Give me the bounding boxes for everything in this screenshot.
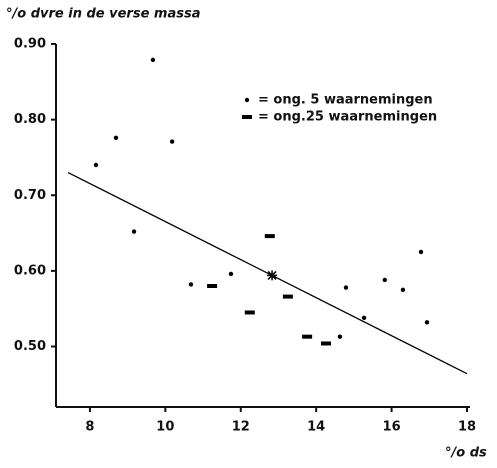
point — [188, 282, 194, 287]
point — [150, 57, 156, 63]
point — [418, 249, 424, 255]
point — [93, 162, 99, 168]
point — [424, 320, 430, 325]
point — [343, 285, 349, 290]
x-tick-label: 18 — [458, 420, 476, 435]
point — [337, 334, 343, 339]
point — [382, 277, 387, 283]
point — [228, 271, 234, 277]
x-tick-label: 12 — [232, 420, 250, 435]
legend-label: = ong. 5 waarnemingen — [258, 93, 433, 108]
x-axis-label: °/o ds — [445, 446, 487, 461]
y-tick-label: 0.60 — [14, 263, 46, 278]
y-tick-label: 0.90 — [14, 37, 46, 52]
x-tick-label: 16 — [383, 420, 401, 435]
point — [169, 139, 175, 144]
point — [400, 287, 406, 292]
y-tick-label: 0.50 — [14, 339, 46, 354]
x-tick-label: 14 — [307, 420, 325, 435]
y-tick-label: 0.80 — [14, 112, 46, 127]
x-tick-label: 8 — [85, 420, 94, 435]
y-axis-label: °/o dvre in de verse massa — [6, 7, 200, 22]
legend-label: = ong.25 waarnemingen — [258, 110, 437, 125]
legend-marker — [242, 115, 252, 119]
y-tick-label: 0.70 — [14, 188, 46, 203]
point — [302, 334, 313, 339]
x-tick-label: 10 — [156, 420, 174, 435]
point — [282, 294, 293, 299]
point — [264, 234, 275, 239]
trend-line — [67, 171, 468, 375]
point — [207, 284, 218, 288]
mean-point — [267, 270, 278, 281]
point — [320, 341, 331, 346]
point — [361, 315, 367, 320]
point — [244, 310, 255, 315]
point — [113, 135, 119, 140]
legend-marker — [244, 97, 250, 103]
point — [131, 229, 137, 234]
